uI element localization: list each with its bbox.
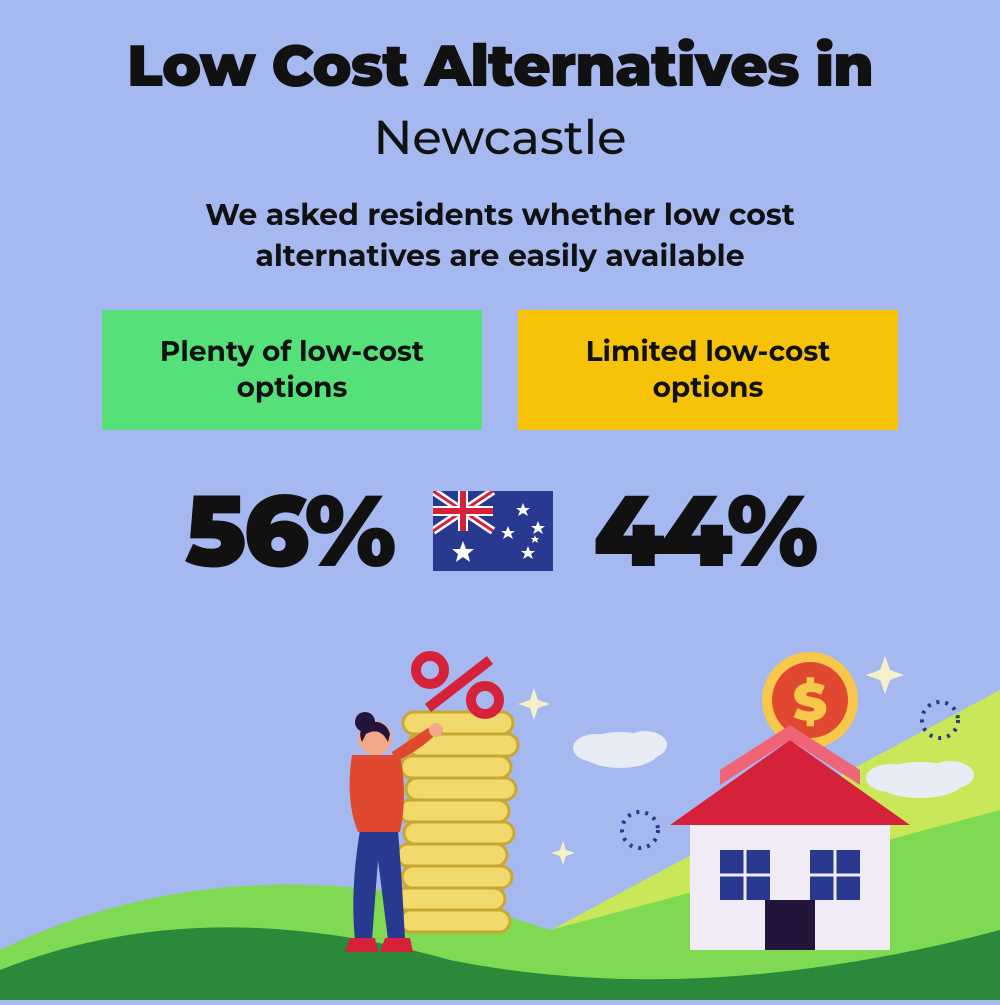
- dollar-coin-icon: $: [762, 652, 858, 748]
- card-plenty-label: Plenty of low-cost options: [132, 334, 452, 407]
- australia-flag-icon: [433, 491, 553, 571]
- title-block: Low Cost Alternatives in Newcastle: [0, 0, 1000, 167]
- stat-right: 44%: [593, 470, 815, 592]
- card-limited-label: Limited low-cost options: [548, 334, 868, 407]
- stats-row: 56%: [0, 470, 1000, 592]
- card-plenty: Plenty of low-cost options: [102, 310, 482, 430]
- card-limited: Limited low-cost options: [518, 310, 898, 430]
- title-line1: Low Cost Alternatives in: [0, 30, 1000, 101]
- stat-left: 56%: [185, 470, 394, 592]
- svg-text:$: $: [793, 671, 827, 734]
- illustration: $: [0, 630, 1000, 1000]
- title-line2: Newcastle: [0, 109, 1000, 167]
- cards-row: Plenty of low-cost options Limited low-c…: [0, 310, 1000, 430]
- percent-icon: [416, 656, 499, 714]
- subtitle-text: We asked residents whether low cost alte…: [110, 195, 890, 276]
